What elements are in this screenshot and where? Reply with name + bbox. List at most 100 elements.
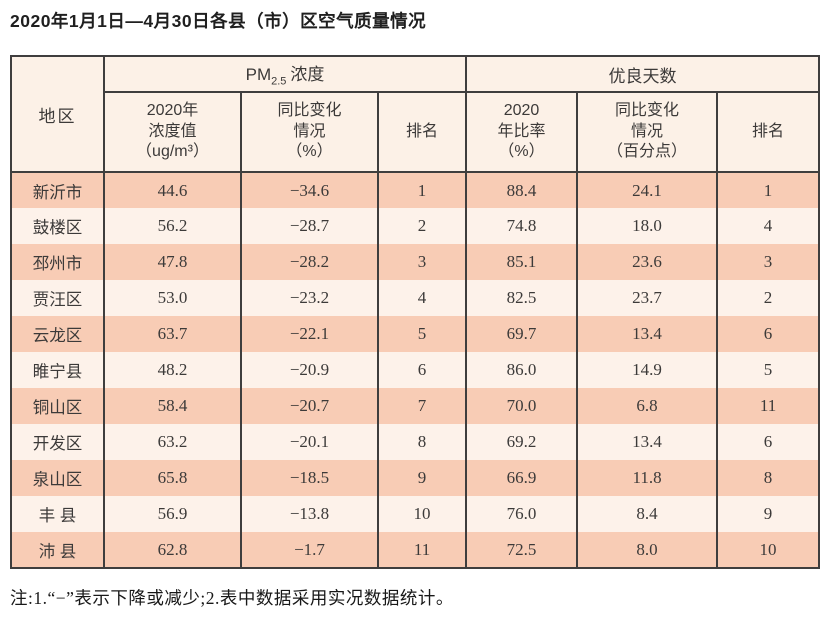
cell-pm25-value: 56.9 [103, 496, 241, 532]
cell-pm25-change: −20.7 [240, 388, 378, 424]
cell-pm25-rank: 7 [376, 388, 467, 424]
cell-region: 新沂市 [10, 172, 104, 208]
cell-region: 开发区 [10, 424, 104, 460]
table-body: 新沂市 44.6 −34.6 1 88.4 24.1 1 鼓楼区 56.2 −2… [10, 172, 820, 568]
cell-good-rate: 85.1 [465, 244, 578, 280]
header-region: 地区 [10, 56, 104, 173]
pm25-prefix: PM [245, 65, 272, 85]
header-good-change: 同比变化 情况 （百分点） [576, 92, 718, 173]
table-row: 邳州市 47.8 −28.2 3 85.1 23.6 3 [10, 244, 820, 280]
cell-good-change: 8.0 [576, 532, 718, 568]
cell-good-rank: 10 [716, 532, 820, 568]
cell-pm25-change: −20.9 [240, 352, 378, 388]
cell-good-rank: 9 [716, 496, 820, 532]
table-row: 贾汪区 53.0 −23.2 4 82.5 23.7 2 [10, 280, 820, 316]
cell-region: 鼓楼区 [10, 208, 104, 244]
cell-good-change: 13.4 [576, 316, 718, 352]
cell-pm25-rank: 10 [376, 496, 467, 532]
cell-pm25-change: −28.2 [240, 244, 378, 280]
cell-pm25-value: 44.6 [103, 172, 241, 208]
cell-good-rate: 69.2 [465, 424, 578, 460]
cell-pm25-value: 56.2 [103, 208, 241, 244]
cell-region: 铜山区 [10, 388, 104, 424]
table-row: 泉山区 65.8 −18.5 9 66.9 11.8 8 [10, 460, 820, 496]
table-row: 丰 县 56.9 −13.8 10 76.0 8.4 9 [10, 496, 820, 532]
cell-region: 云龙区 [10, 316, 104, 352]
air-quality-table: 地区 PM2.5 浓度 优良天数 2020年 浓度值 （ug/m³） 同比变化 情… [10, 55, 821, 569]
pm25-subscript: 2.5 [271, 75, 287, 88]
cell-pm25-change: −23.2 [240, 280, 378, 316]
footnote: 注:1.“−”表示下降或减少;2.表中数据采用实况数据统计。 [10, 588, 454, 608]
cell-pm25-change: −13.8 [240, 496, 378, 532]
cell-good-rate: 69.7 [465, 316, 578, 352]
cell-good-change: 18.0 [576, 208, 718, 244]
cell-good-rate: 66.9 [465, 460, 578, 496]
cell-good-rank: 2 [716, 280, 820, 316]
cell-pm25-rank: 9 [376, 460, 467, 496]
cell-region: 贾汪区 [10, 280, 104, 316]
table-row: 鼓楼区 56.2 −28.7 2 74.8 18.0 4 [10, 208, 820, 244]
cell-pm25-rank: 4 [376, 280, 467, 316]
cell-good-rank: 6 [716, 424, 820, 460]
header-pm25-change: 同比变化 情况 （%） [240, 92, 378, 173]
cell-region: 沛 县 [10, 532, 104, 568]
cell-good-change: 8.4 [576, 496, 718, 532]
cell-pm25-value: 63.7 [103, 316, 241, 352]
cell-pm25-rank: 3 [376, 244, 467, 280]
cell-pm25-rank: 11 [376, 532, 467, 568]
cell-good-change: 24.1 [576, 172, 718, 208]
cell-good-rate: 86.0 [465, 352, 578, 388]
cell-good-rate: 82.5 [465, 280, 578, 316]
cell-good-rank: 11 [716, 388, 820, 424]
cell-pm25-value: 48.2 [103, 352, 241, 388]
cell-region: 丰 县 [10, 496, 104, 532]
header-pm25-group: PM2.5 浓度 [102, 56, 467, 93]
cell-good-change: 14.9 [576, 352, 718, 388]
group-header-row: 地区 PM2.5 浓度 优良天数 [10, 56, 820, 173]
table-row: 新沂市 44.6 −34.6 1 88.4 24.1 1 [10, 172, 820, 208]
cell-good-rank: 8 [716, 460, 820, 496]
table-row: 铜山区 58.4 −20.7 7 70.0 6.8 11 [10, 388, 820, 424]
cell-pm25-change: −34.6 [240, 172, 378, 208]
cell-good-rate: 88.4 [465, 172, 578, 208]
cell-good-rank: 5 [716, 352, 820, 388]
cell-good-change: 23.6 [576, 244, 718, 280]
cell-good-rank: 6 [716, 316, 820, 352]
cell-good-rank: 4 [716, 208, 820, 244]
header-pm25-rank: 排名 [376, 92, 467, 173]
cell-pm25-change: −22.1 [240, 316, 378, 352]
cell-region: 泉山区 [10, 460, 104, 496]
table-row: 开发区 63.2 −20.1 8 69.2 13.4 6 [10, 424, 820, 460]
cell-pm25-value: 58.4 [103, 388, 241, 424]
table-header: 地区 PM2.5 浓度 优良天数 2020年 浓度值 （ug/m³） 同比变化 情… [10, 56, 820, 173]
cell-pm25-rank: 1 [376, 172, 467, 208]
header-good-rate: 2020 年比率 （%） [465, 92, 578, 173]
cell-pm25-rank: 6 [376, 352, 467, 388]
sub-header-row: 2020年 浓度值 （ug/m³） 同比变化 情况 （%） 排名 2020 年比… [11, 92, 820, 173]
cell-good-rank: 3 [716, 244, 820, 280]
cell-pm25-change: −1.7 [240, 532, 378, 568]
cell-pm25-value: 63.2 [103, 424, 241, 460]
cell-pm25-change: −20.1 [240, 424, 378, 460]
cell-pm25-change: −18.5 [240, 460, 378, 496]
table-row: 睢宁县 48.2 −20.9 6 86.0 14.9 5 [10, 352, 820, 388]
cell-pm25-change: −28.7 [240, 208, 378, 244]
cell-good-rank: 1 [716, 172, 820, 208]
header-good-days-group: 优良天数 [465, 56, 820, 93]
cell-good-change: 23.7 [576, 280, 718, 316]
header-good-rank: 排名 [716, 92, 820, 173]
table-row: 云龙区 63.7 −22.1 5 69.7 13.4 6 [10, 316, 820, 352]
cell-pm25-value: 62.8 [103, 532, 241, 568]
table-row: 沛 县 62.8 −1.7 11 72.5 8.0 10 [10, 532, 820, 568]
cell-good-rate: 76.0 [465, 496, 578, 532]
cell-pm25-value: 65.8 [103, 460, 241, 496]
cell-pm25-rank: 2 [376, 208, 467, 244]
cell-good-rate: 74.8 [465, 208, 578, 244]
cell-pm25-rank: 8 [376, 424, 467, 460]
cell-good-rate: 70.0 [465, 388, 578, 424]
cell-region: 睢宁县 [10, 352, 104, 388]
header-pm25-value: 2020年 浓度值 （ug/m³） [103, 92, 241, 173]
cell-good-change: 6.8 [576, 388, 718, 424]
pm25-group-label: 浓度 [290, 65, 325, 85]
